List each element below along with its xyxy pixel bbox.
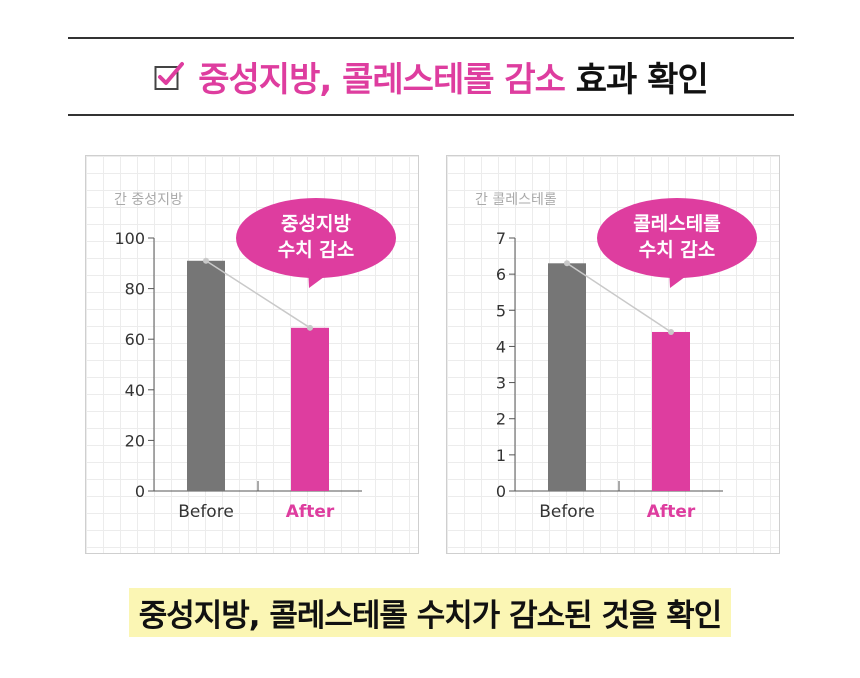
x-tick-label: After <box>286 502 335 522</box>
bubble-body <box>597 198 757 278</box>
bubble-text-line: 수치 감소 <box>278 239 355 261</box>
y-tick-label: 6 <box>496 265 506 284</box>
y-tick-label: 100 <box>114 229 145 248</box>
chart-title: 간 콜레스테롤 <box>475 192 557 208</box>
trend-point <box>668 328 674 335</box>
top-rule <box>68 37 794 39</box>
y-tick-label: 0 <box>496 482 506 501</box>
y-tick-label: 5 <box>496 301 506 320</box>
trend-line <box>205 260 311 329</box>
bubble-text-line: 수치 감소 <box>639 239 716 261</box>
caption-text: 중성지방, 콜레스테롤 수치가 감소된 것을 확인 <box>128 588 732 637</box>
bubble-text-line: 콜레스테롤 <box>633 213 720 235</box>
bar-before <box>548 263 586 491</box>
bottom-rule <box>68 114 794 116</box>
x-tick-label: After <box>647 502 696 522</box>
trend-line <box>566 262 672 333</box>
trend-point <box>564 260 570 267</box>
y-tick-label: 2 <box>496 410 506 429</box>
y-tick-label: 60 <box>125 330 145 349</box>
y-tick-label: 0 <box>135 482 145 501</box>
bubble-text-line: 중성지방 <box>281 213 351 235</box>
page-header: 중성지방, 콜레스테롤 감소 효과 확인 <box>68 38 794 114</box>
y-tick-label: 80 <box>125 280 145 299</box>
checkbox-check-icon <box>154 61 185 91</box>
bar-after <box>291 327 329 491</box>
bottom-caption: 중성지방, 콜레스테롤 수치가 감소된 것을 확인 <box>0 588 860 637</box>
title-highlight: 중성지방, 콜레스테롤 감소 <box>198 59 566 100</box>
y-tick-label: 1 <box>496 446 506 465</box>
bubble-tail <box>308 268 336 288</box>
y-tick-label: 40 <box>125 381 145 400</box>
chart-title: 간 중성지방 <box>114 192 183 208</box>
y-tick-label: 4 <box>496 337 506 356</box>
page-title: 중성지방, 콜레스테롤 감소 효과 확인 <box>198 52 709 101</box>
x-tick-label: Before <box>539 502 595 522</box>
bubble-tail <box>669 268 697 288</box>
title-rest: 효과 확인 <box>575 59 709 100</box>
bar-before <box>187 260 225 491</box>
trend-point <box>203 257 209 264</box>
bar-after <box>652 331 690 491</box>
y-tick-label: 7 <box>496 229 506 248</box>
trend-point <box>307 324 313 331</box>
x-tick-label: Before <box>178 502 234 522</box>
bubble-body <box>236 198 396 278</box>
y-tick-label: 20 <box>125 431 145 450</box>
y-tick-label: 3 <box>496 374 506 393</box>
